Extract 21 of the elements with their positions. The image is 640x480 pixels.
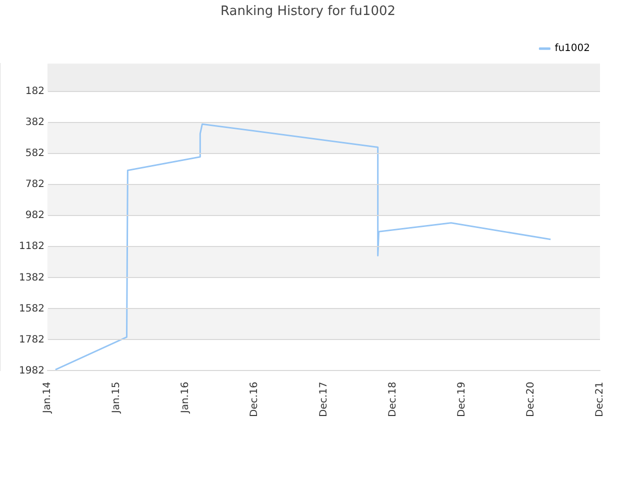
y-tick-label: 1782 xyxy=(18,334,44,346)
y-tick-label: 582 xyxy=(25,148,44,160)
y-tick-label: 1582 xyxy=(18,303,44,314)
y-tick-label: 182 xyxy=(25,86,44,98)
x-tick-label: Dec.18 xyxy=(387,382,398,418)
x-tick-label: Dec.16 xyxy=(249,382,260,418)
x-tick-label: Dec.20 xyxy=(526,382,537,418)
y-tick-label: 1982 xyxy=(18,365,44,376)
x-tick-label: Dec.17 xyxy=(318,382,330,418)
x-tick-label: Jan.14 xyxy=(42,382,54,414)
y-tick-label: 1182 xyxy=(18,241,44,252)
x-tick-label: Dec.21 xyxy=(594,382,606,418)
x-tick-label: Jan.16 xyxy=(180,382,192,414)
y-tick-label: 782 xyxy=(25,179,44,190)
x-tick-label: Dec.19 xyxy=(456,382,468,418)
legend-label: fu1002 xyxy=(554,43,590,54)
x-tick-label: Jan.15 xyxy=(111,382,122,414)
y-tick-label: 982 xyxy=(25,210,44,222)
chart-title: Ranking History for fu1002 xyxy=(220,4,396,20)
y-tick-label: 1382 xyxy=(18,272,44,284)
y-tick-label: 382 xyxy=(25,117,44,128)
